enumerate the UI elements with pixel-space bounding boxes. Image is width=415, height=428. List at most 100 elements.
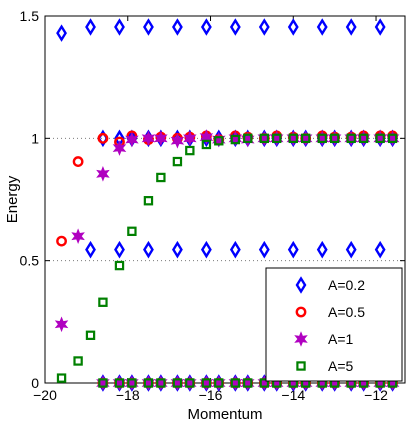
data-point — [201, 378, 212, 388]
data-point — [240, 131, 255, 148]
x-tick-label: −16 — [199, 387, 223, 403]
data-point — [183, 130, 197, 147]
data-point — [96, 165, 110, 182]
data-point — [287, 18, 299, 36]
x-tick-label: −20 — [33, 387, 57, 403]
legend-label: A=0.5 — [328, 304, 365, 320]
data-point — [200, 240, 212, 259]
data-point — [259, 378, 270, 388]
data-point — [127, 378, 137, 388]
data-point — [229, 240, 241, 259]
data-point — [172, 156, 183, 167]
data-point — [345, 18, 357, 36]
data-point — [358, 133, 369, 144]
data-points — [54, 18, 400, 392]
data-point — [258, 240, 270, 259]
legend-label: A=0.2 — [328, 277, 365, 293]
data-point — [317, 133, 327, 144]
data-point — [172, 240, 183, 259]
data-point — [243, 133, 253, 144]
data-point — [329, 133, 340, 144]
data-point — [316, 18, 328, 36]
data-point — [96, 375, 110, 391]
x-tick-label: −18 — [116, 387, 140, 403]
data-point — [356, 130, 371, 147]
plot-area-frame — [44, 15, 406, 384]
data-point — [212, 375, 226, 391]
data-point — [97, 132, 109, 144]
y-tick-label: 1 — [31, 130, 39, 146]
data-point — [375, 133, 385, 144]
data-point — [56, 24, 67, 42]
data-point — [112, 140, 127, 156]
x-axis-label: Momentum — [187, 406, 262, 423]
data-point — [201, 139, 212, 150]
data-point — [125, 375, 139, 391]
data-point — [185, 145, 195, 156]
data-point — [125, 131, 139, 148]
data-point — [54, 316, 69, 333]
data-point — [183, 375, 197, 391]
legend-box — [265, 267, 403, 382]
data-point — [172, 378, 183, 388]
data-point — [200, 18, 212, 36]
y-axis-label: Energy — [4, 175, 21, 223]
legend-marker — [296, 361, 306, 371]
data-point — [228, 130, 243, 147]
data-point — [154, 375, 168, 391]
data-point — [243, 378, 253, 388]
data-point — [230, 378, 241, 388]
data-point — [156, 378, 166, 388]
data-point — [114, 240, 125, 259]
data-point — [214, 136, 224, 146]
data-point — [85, 18, 96, 36]
data-point — [272, 133, 282, 144]
data-point — [143, 18, 154, 36]
data-point — [345, 240, 357, 259]
legend-label: A=1 — [328, 331, 354, 347]
y-tick-label: 0 — [31, 375, 39, 391]
data-point — [156, 172, 166, 183]
legend-marker — [295, 306, 307, 318]
data-point — [346, 133, 356, 144]
data-point — [298, 130, 313, 147]
data-point — [72, 156, 84, 167]
data-point — [56, 373, 67, 383]
data-point — [259, 133, 270, 144]
data-point — [327, 130, 342, 147]
data-point — [316, 240, 328, 259]
data-point — [387, 133, 398, 144]
data-point — [300, 133, 311, 144]
data-point — [71, 228, 85, 245]
data-point — [114, 378, 125, 388]
data-point — [374, 240, 386, 259]
data-point — [73, 356, 83, 366]
data-point — [172, 18, 183, 36]
data-point — [214, 378, 224, 388]
data-point — [212, 131, 226, 148]
data-point — [154, 130, 168, 147]
data-point — [199, 129, 214, 145]
data-point — [143, 196, 154, 206]
data-point — [385, 130, 400, 147]
series-3 — [54, 129, 400, 391]
data-point — [374, 18, 386, 36]
data-point — [269, 130, 284, 147]
data-point — [229, 18, 241, 36]
data-point — [143, 240, 154, 259]
data-point — [85, 240, 96, 259]
y-tick-label: 1.5 — [20, 8, 40, 24]
data-point — [127, 226, 137, 237]
data-point — [170, 132, 185, 149]
legend: A=0.2 A=0.5 A=1 A=5 — [265, 267, 403, 382]
legend-marker — [295, 276, 307, 294]
data-point — [98, 297, 108, 307]
data-point — [185, 378, 195, 388]
x-tick-label: −14 — [281, 387, 305, 403]
data-point — [114, 18, 125, 36]
legend-label: A=5 — [328, 358, 354, 374]
data-point — [56, 235, 67, 247]
x-tick-label: −12 — [364, 387, 388, 403]
data-point — [230, 134, 241, 145]
